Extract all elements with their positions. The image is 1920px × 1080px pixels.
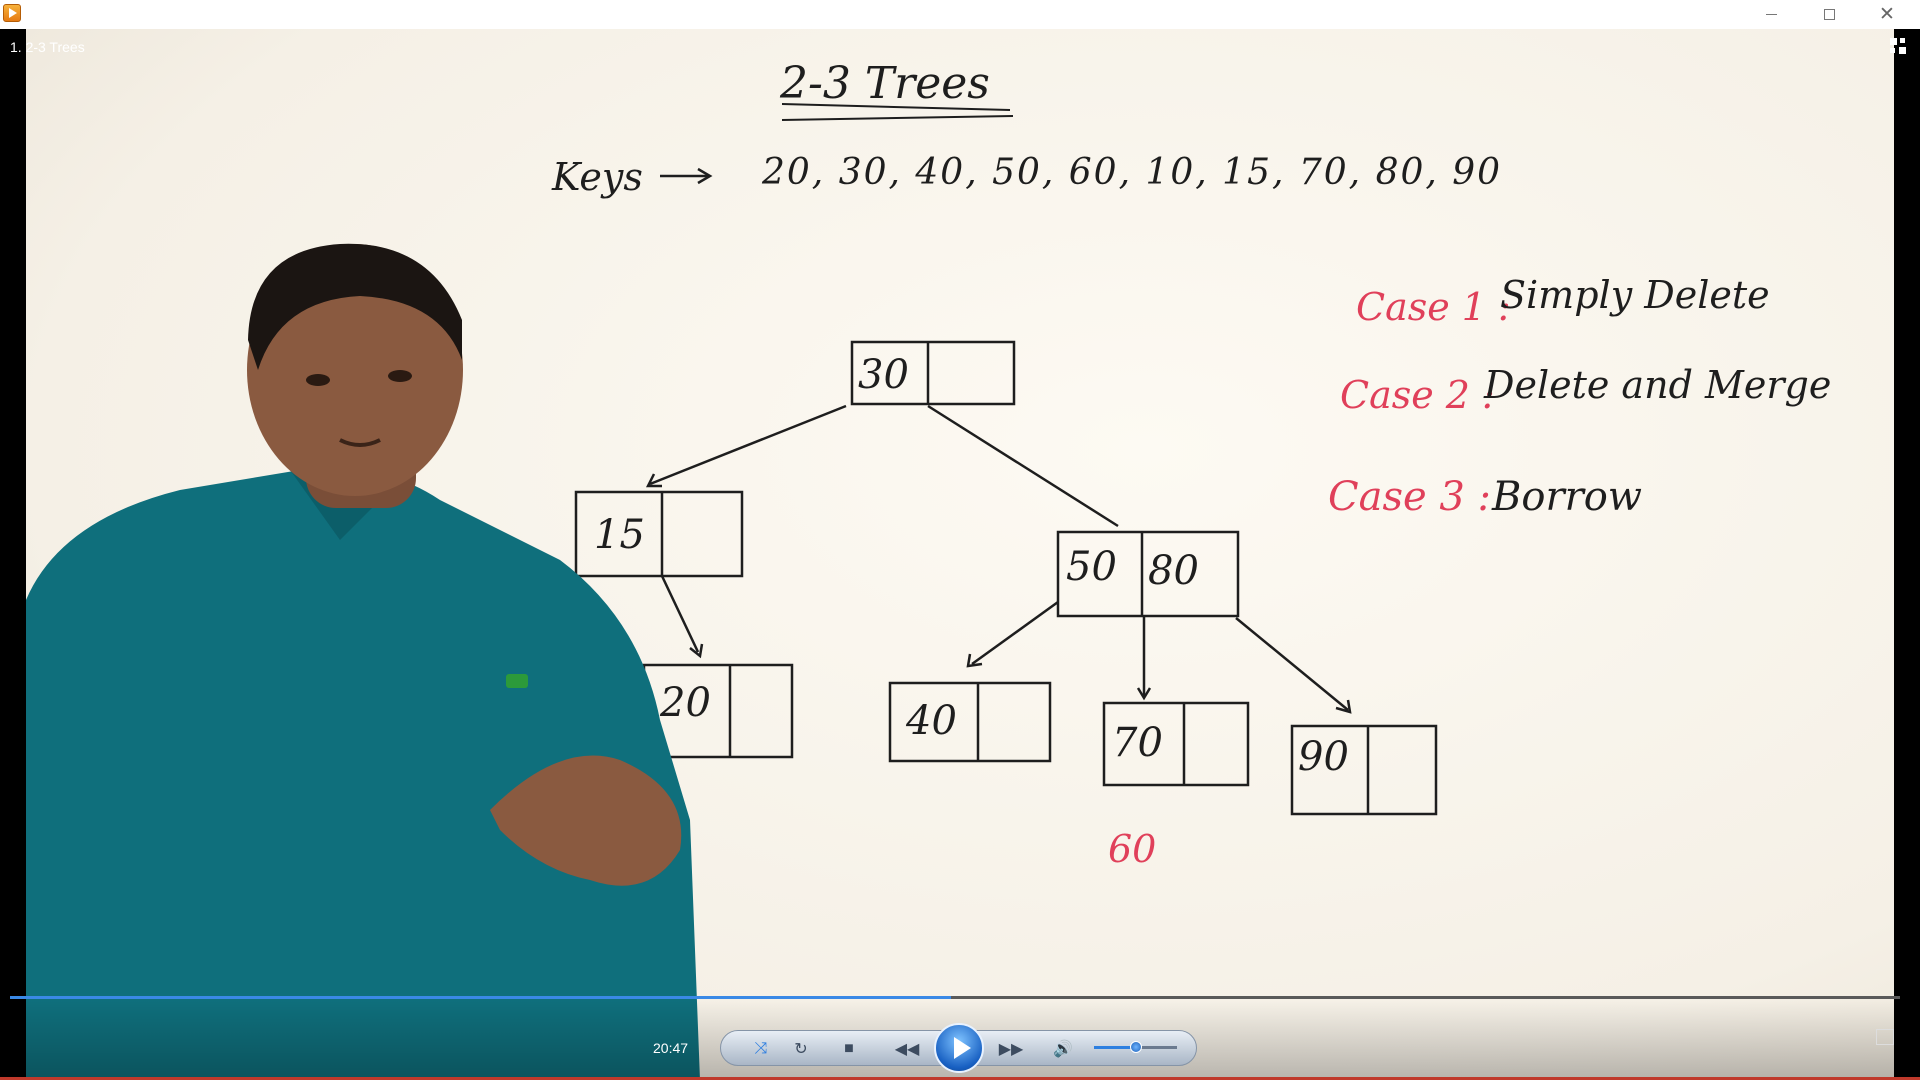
case-1-text: Simply Delete: [1500, 273, 1770, 317]
leaf-value-20: 20: [659, 680, 711, 726]
tree-leaf-90: [1290, 724, 1438, 816]
keys-label: Keys: [551, 155, 643, 199]
seek-bar[interactable]: [10, 996, 1900, 999]
volume-knob[interactable]: [1129, 1041, 1142, 1053]
fullscreen-icon[interactable]: [1876, 1029, 1894, 1045]
volume-slider[interactable]: [1094, 1041, 1177, 1053]
seek-bar-progress: [10, 996, 952, 999]
tree-leaf-40: [888, 681, 1052, 763]
video-title: 1. 2-3 Trees: [10, 39, 85, 55]
media-player-icon[interactable]: [3, 4, 21, 22]
case-2-label: Case 2 :: [1340, 373, 1495, 417]
case-3-label: Case 3 :: [1328, 474, 1491, 520]
repeat-icon[interactable]: ↻: [794, 1041, 808, 1058]
layout-toggle-icon[interactable]: [1890, 38, 1908, 56]
window-title-bar: ✕: [0, 0, 1920, 29]
rewind-button[interactable]: ◀◀: [894, 1041, 920, 1058]
stop-button[interactable]: ■: [844, 1040, 854, 1057]
volume-level: [1094, 1046, 1136, 1049]
tree-leaf-70: [1102, 701, 1250, 787]
leaf-value-90: 90: [1298, 734, 1349, 780]
case-3-text: Borrow: [1491, 474, 1642, 520]
volume-icon[interactable]: 🔊: [1053, 1041, 1073, 1058]
shuffle-icon[interactable]: ⤨: [754, 1040, 768, 1057]
tree-diagram: [574, 340, 1438, 816]
node-value-80: 80: [1148, 548, 1199, 594]
tree-node-50-80: [1056, 530, 1240, 618]
leaf-value-70: 70: [1112, 720, 1163, 766]
deleted-key-note: 60: [1108, 827, 1156, 871]
node-value-15: 15: [594, 512, 645, 558]
keys-row: Keys 20, 30, 40, 50, 60, 10, 15, 70, 80,…: [551, 152, 1502, 199]
keys-values: 20, 30, 40, 50, 60, 10, 15, 70, 80, 90: [761, 152, 1502, 193]
tree-node-root: [850, 340, 1016, 406]
board-heading: 2-3 Trees: [779, 58, 1014, 121]
current-time: 20:47: [653, 1040, 689, 1056]
close-button[interactable]: ✕: [1879, 4, 1895, 25]
play-button[interactable]: [934, 1023, 984, 1073]
tree-node-15: [574, 490, 744, 578]
case-1-label: Case 1 :: [1356, 285, 1511, 329]
svg-text:2-3 Trees: 2-3 Trees: [779, 58, 990, 109]
fast-forward-button[interactable]: ▶▶: [998, 1041, 1024, 1058]
node-value-30: 30: [858, 352, 909, 398]
node-value-50: 50: [1066, 544, 1117, 590]
cases-list: Case 1 : Simply Delete Case 2 : Delete a…: [1328, 273, 1831, 520]
window-border: [0, 1077, 1920, 1080]
leaf-value-40: 40: [905, 698, 957, 744]
presenter: [26, 243, 700, 1080]
case-2-text: Delete and Merge: [1483, 363, 1831, 407]
